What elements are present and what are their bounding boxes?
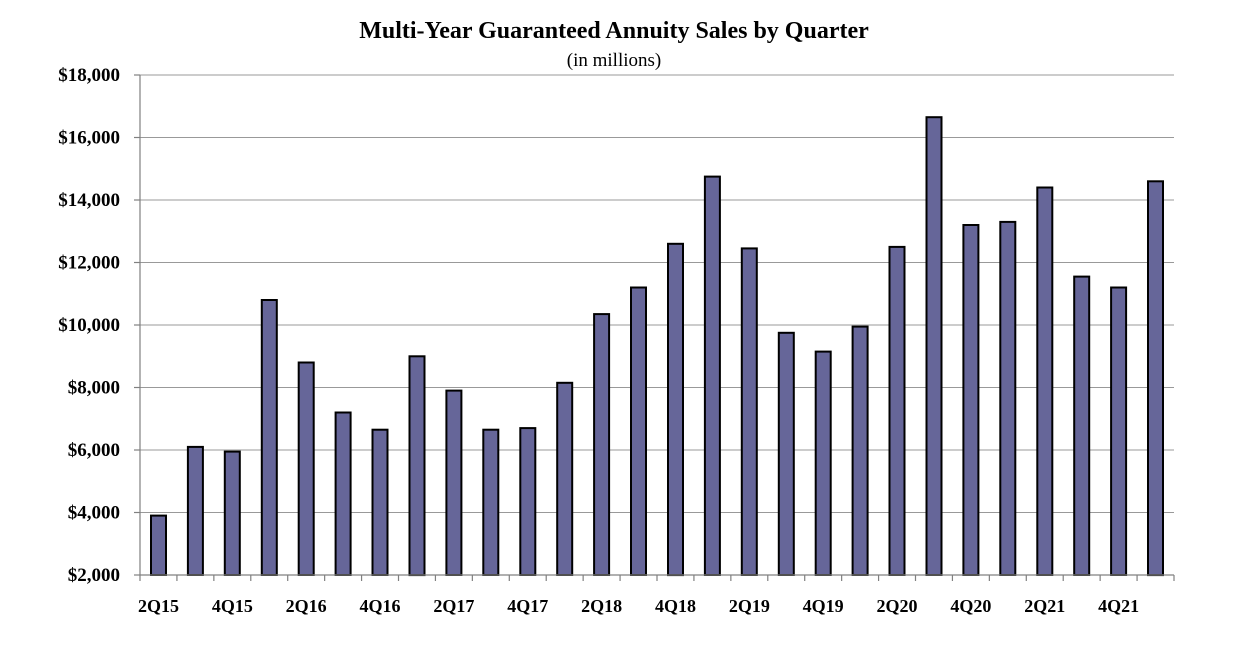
bar-1Q19 <box>703 175 721 576</box>
bar-2Q20 <box>888 245 906 576</box>
bar-2Q21 <box>1036 186 1054 576</box>
y-tick-label: $14,000 <box>58 190 120 211</box>
bar-3Q16 <box>334 411 352 576</box>
bar-2Q16 <box>297 361 315 576</box>
bar-2Q19 <box>740 247 758 576</box>
bar-1Q17 <box>408 355 426 577</box>
x-tick-label: 4Q20 <box>950 596 991 616</box>
bar-3Q19 <box>777 331 795 576</box>
y-tick-label: $16,000 <box>58 128 120 149</box>
x-tick-label: 2Q20 <box>877 596 918 616</box>
axis-layer <box>139 75 1175 581</box>
bar-4Q21 <box>1110 286 1128 576</box>
bar-3Q21 <box>1073 275 1091 576</box>
bar-2Q15 <box>150 514 167 576</box>
bar-2Q18 <box>593 313 611 576</box>
bar-4Q15 <box>223 450 241 577</box>
bar-4Q19 <box>814 350 832 576</box>
x-tick-label: 4Q17 <box>507 596 548 616</box>
x-tick-label: 4Q21 <box>1098 596 1139 616</box>
x-tick-label: 2Q16 <box>286 596 327 616</box>
bar-3Q20 <box>925 116 943 576</box>
y-tick-label: $12,000 <box>58 253 120 274</box>
bar-1Q16 <box>260 299 278 576</box>
x-tick-label: 2Q15 <box>138 596 179 616</box>
y-tick-label: $2,000 <box>68 565 120 586</box>
x-tick-labels: 2Q15 4Q15 2Q16 4Q16 2Q17 4Q17 2Q18 4Q18 2Q19 4Q19… <box>138 596 1139 616</box>
bar-3Q18 <box>630 286 647 576</box>
x-tick-label: 4Q18 <box>655 596 696 616</box>
bar-4Q20 <box>962 224 980 576</box>
bar-3Q17 <box>482 428 500 577</box>
y-tick-label: $18,000 <box>58 65 120 86</box>
bar-1Q20 <box>851 325 869 576</box>
bar-2Q17 <box>445 389 463 576</box>
y-tick-label: $6,000 <box>68 440 120 461</box>
y-tick-label: $4,000 <box>68 503 120 524</box>
y-tick-labels: $2,000 $4,000 $6,000 $8,000 $10,000 $12,000 $1… <box>58 65 120 586</box>
bar-layer <box>150 116 1164 577</box>
bar-3Q15 <box>186 445 204 576</box>
bar-4Q16 <box>371 428 389 577</box>
x-tick-label: 4Q16 <box>360 596 401 616</box>
x-tick-label: 2Q19 <box>729 596 770 616</box>
bar-1Q18 <box>556 381 574 576</box>
chart-subtitle: (in millions) <box>567 50 661 71</box>
bar-4Q18 <box>667 242 684 577</box>
y-tick-label: $10,000 <box>58 315 120 336</box>
bar-4Q17 <box>519 427 537 576</box>
x-tick-label: 2Q18 <box>581 596 622 616</box>
chart-title: Multi-Year Guaranteed Annuity Sales by Q… <box>359 18 869 44</box>
x-tick-label: 4Q19 <box>803 596 844 616</box>
y-tick-label: $8,000 <box>68 378 120 399</box>
grid-layer <box>134 74 1174 576</box>
bar-1Q21 <box>999 220 1017 576</box>
x-tick-label: 2Q21 <box>1024 596 1065 616</box>
bar-1Q22 <box>1147 180 1164 577</box>
x-tick-label: 2Q17 <box>433 596 474 616</box>
x-tick-label: 4Q15 <box>212 596 253 616</box>
